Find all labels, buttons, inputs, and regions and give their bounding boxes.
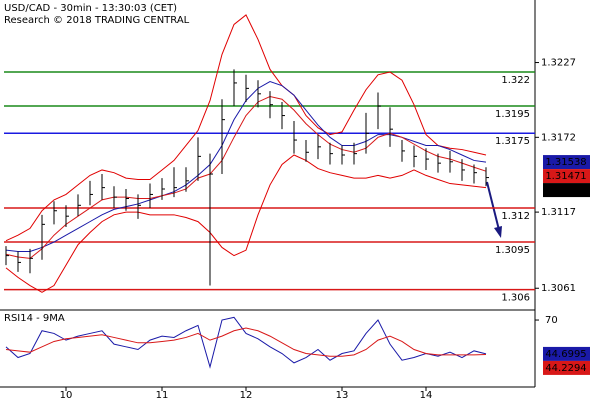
value-box-label: 1.31424 bbox=[545, 185, 586, 196]
value-box bbox=[543, 183, 590, 198]
target-arrow bbox=[486, 181, 502, 238]
x-tick-label: 13 bbox=[336, 390, 349, 400]
level-label: 1.306 bbox=[501, 293, 530, 304]
level-label: 1.3095 bbox=[495, 245, 530, 256]
value-box-label: 1.31538 bbox=[545, 157, 586, 168]
x-tick-label: 10 bbox=[60, 390, 73, 400]
level-label: 1.3175 bbox=[495, 136, 530, 147]
band-lower bbox=[5, 154, 487, 293]
level-label: 1.3195 bbox=[495, 109, 530, 120]
y-tick-label: 1.3061 bbox=[541, 283, 576, 294]
y-tick-label: 1.3227 bbox=[541, 58, 576, 69]
rsi-line bbox=[5, 327, 487, 357]
level-label: 1.312 bbox=[501, 211, 530, 222]
value-box-label: 44.2294 bbox=[545, 363, 586, 374]
value-box bbox=[543, 155, 590, 170]
band-upper bbox=[5, 14, 487, 242]
moving-average bbox=[5, 96, 487, 259]
rsi-line bbox=[5, 316, 487, 369]
y-tick-label: 1.3117 bbox=[541, 207, 576, 218]
x-tick-label: 11 bbox=[156, 390, 169, 400]
level-label: 1.322 bbox=[501, 75, 530, 86]
value-box-label: 44.6995 bbox=[545, 349, 586, 360]
x-tick-label: 12 bbox=[240, 390, 253, 400]
rsi-tick-label: 70 bbox=[545, 315, 558, 326]
x-tick-label: 14 bbox=[420, 390, 433, 400]
y-tick-label: 1.3172 bbox=[541, 132, 576, 143]
chart-subtitle: Research © 2018 TRADING CENTRAL bbox=[4, 15, 190, 26]
chart-title: USD/CAD - 30min - 13:30:03 (CET) bbox=[4, 3, 177, 14]
value-box-label: 1.31471 bbox=[545, 171, 586, 182]
indicator-title: RSI14 - 9MA bbox=[4, 313, 65, 324]
value-box bbox=[543, 346, 590, 361]
value-box bbox=[543, 169, 590, 184]
value-box bbox=[543, 360, 590, 375]
